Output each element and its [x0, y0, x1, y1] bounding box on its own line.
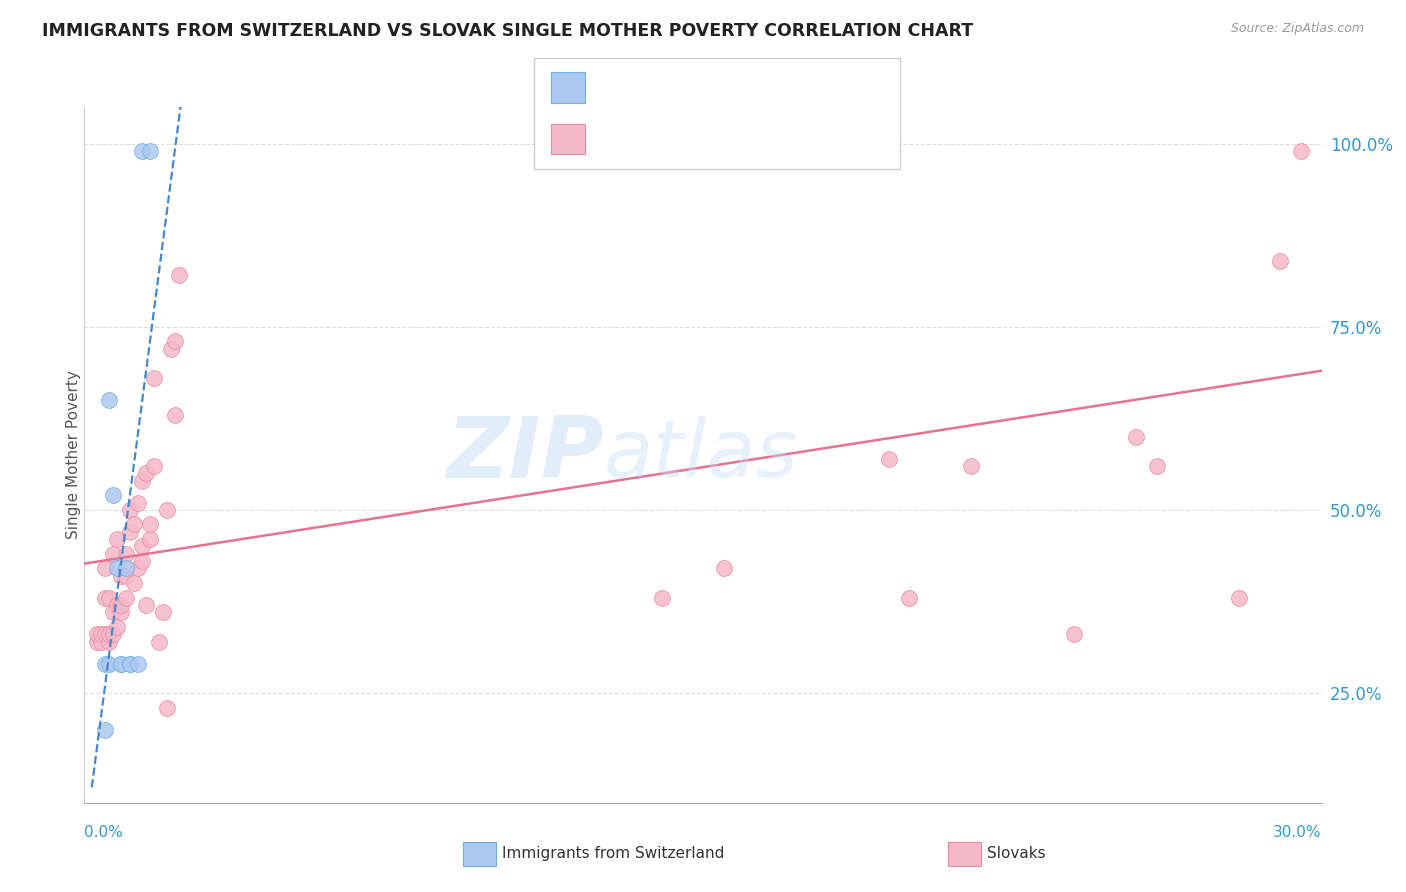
Text: atlas: atlas [605, 416, 799, 494]
Point [960, 458, 983, 473]
Point [156, 503, 179, 517]
Point [1063, 627, 1085, 641]
Point [110, 657, 132, 671]
Text: IMMIGRANTS FROM SWITZERLAND VS SLOVAK SINGLE MOTHER POVERTY CORRELATION CHART: IMMIGRANTS FROM SWITZERLAND VS SLOVAK SI… [42, 22, 973, 40]
Point [139, 532, 162, 546]
Text: Slovaks: Slovaks [987, 847, 1046, 861]
Point [114, 561, 136, 575]
Point [167, 268, 190, 283]
Point [94, 627, 117, 641]
Point [105, 532, 128, 546]
Point [114, 547, 136, 561]
Point [135, 467, 157, 481]
Text: N = 58: N = 58 [721, 129, 789, 147]
Point [86, 627, 108, 641]
Point [86, 634, 108, 648]
Point [118, 657, 141, 671]
Point [98, 634, 121, 648]
Point [90, 634, 112, 648]
Text: 30.0%: 30.0% [1274, 825, 1322, 840]
Point [127, 657, 149, 671]
Point [131, 554, 153, 568]
Text: Source: ZipAtlas.com: Source: ZipAtlas.com [1230, 22, 1364, 36]
Text: R =: R = [592, 129, 628, 147]
Point [139, 517, 162, 532]
Point [122, 576, 145, 591]
Point [127, 495, 149, 509]
Point [139, 144, 162, 158]
Point [90, 627, 112, 641]
Point [118, 657, 141, 671]
Point [127, 561, 149, 575]
Point [118, 524, 141, 539]
Point [110, 598, 132, 612]
Point [1146, 458, 1168, 473]
Point [94, 657, 117, 671]
Point [156, 700, 179, 714]
Point [118, 503, 141, 517]
Point [131, 144, 153, 158]
Point [103, 547, 125, 561]
Point [110, 657, 132, 671]
Point [775, 144, 797, 158]
Point [1289, 144, 1312, 158]
Point [877, 451, 900, 466]
Point [94, 723, 117, 737]
Point [1125, 429, 1147, 443]
Point [152, 606, 174, 620]
Text: 0.609: 0.609 [637, 129, 693, 147]
Point [103, 606, 125, 620]
Point [103, 627, 125, 641]
Point [103, 488, 125, 502]
Point [165, 408, 187, 422]
Point [148, 634, 170, 648]
Point [837, 144, 859, 158]
Point [98, 657, 121, 671]
Point [1227, 591, 1250, 605]
Y-axis label: Single Mother Poverty: Single Mother Poverty [66, 370, 80, 540]
Point [105, 598, 128, 612]
Text: N = 14: N = 14 [721, 78, 789, 95]
Text: R =: R = [592, 78, 628, 95]
Point [143, 458, 166, 473]
Point [94, 591, 117, 605]
Point [114, 568, 136, 582]
Point [131, 474, 153, 488]
Point [94, 561, 117, 575]
Point [98, 392, 121, 407]
Point [713, 561, 735, 575]
Point [122, 517, 145, 532]
Point [898, 591, 921, 605]
Point [143, 371, 166, 385]
Point [131, 540, 153, 554]
Point [98, 591, 121, 605]
Point [105, 561, 128, 575]
Point [651, 591, 673, 605]
Point [1270, 253, 1292, 268]
Point [135, 598, 157, 612]
Text: 0.519: 0.519 [637, 78, 693, 95]
Point [110, 568, 132, 582]
Point [98, 627, 121, 641]
Point [165, 334, 187, 349]
Point [114, 591, 136, 605]
Text: ZIP: ZIP [446, 413, 605, 497]
Text: 0.0%: 0.0% [84, 825, 124, 840]
Point [110, 606, 132, 620]
Point [105, 620, 128, 634]
Point [160, 342, 183, 356]
Text: Immigrants from Switzerland: Immigrants from Switzerland [502, 847, 724, 861]
